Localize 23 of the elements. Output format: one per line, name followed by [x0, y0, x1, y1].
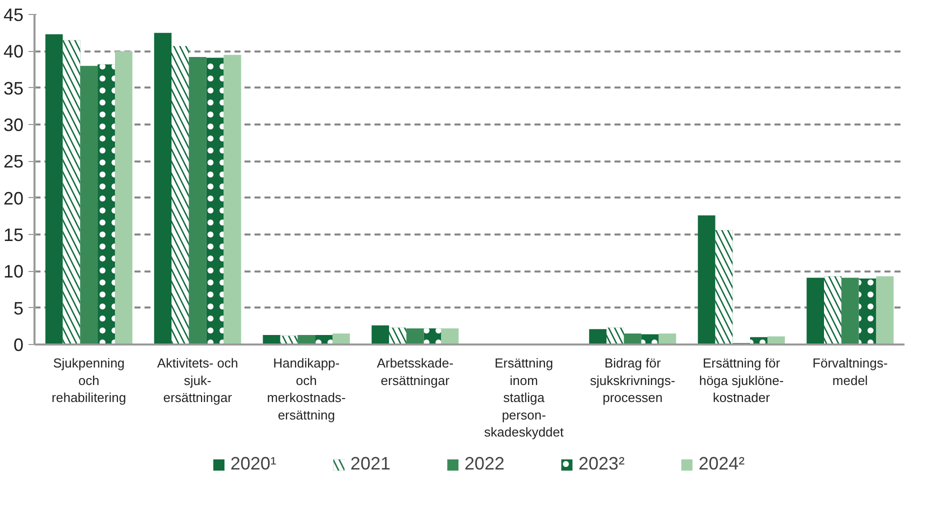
y-tick-label: 25	[3, 152, 24, 172]
y-tick-label: 40	[3, 42, 24, 62]
y-tick-label: 20	[3, 188, 24, 208]
legend-label: 2021	[350, 454, 390, 474]
legend-label: 2020¹	[230, 454, 276, 474]
x-tick-label: Ersättning inom statliga person- skadeskyddet	[484, 356, 564, 440]
legend-label: 2024²	[698, 454, 745, 474]
y-tick-label: 30	[3, 115, 24, 135]
x-tick-label: Arbetsskade- ersättningar	[376, 356, 454, 388]
y-tick-label: 35	[3, 78, 24, 98]
x-tick-label: Sjukpenning och rehabilitering	[52, 356, 126, 405]
legend-label: 2022	[464, 454, 505, 474]
y-tick-label: 15	[3, 225, 24, 245]
y-tick-label: 10	[3, 262, 24, 282]
y-tick-label: 5	[13, 298, 24, 318]
x-tick-label: Ersättning för höga sjuklöne- kostnader	[699, 356, 784, 405]
y-tick-label: 45	[3, 5, 24, 25]
x-tick-label: Handikapp- och merkostnads- ersättning	[267, 356, 346, 422]
y-tick-label: 0	[13, 335, 24, 355]
x-tick-label: Bidrag för sjukskrivnings- processen	[590, 356, 676, 405]
x-tick-label: Aktivitets- och sjuk- ersättningar	[157, 356, 238, 405]
legend-label: 2023²	[578, 454, 625, 474]
x-tick-label: Förvaltnings- medel	[812, 356, 888, 388]
